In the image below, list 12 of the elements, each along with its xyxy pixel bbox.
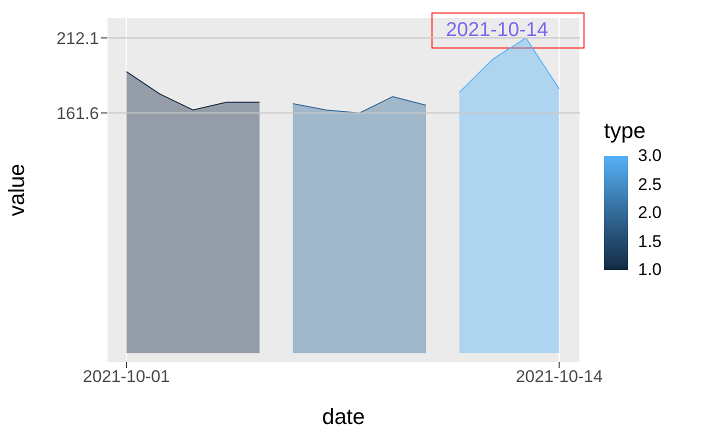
color-bar-label: 1.0 <box>638 260 662 280</box>
y-tick-label: 161.6 <box>56 104 99 123</box>
y-tick-label: 212.1 <box>56 28 99 48</box>
x-axis-title: date <box>322 404 365 429</box>
color-bar-title: type <box>604 118 646 144</box>
y-axis-title: value <box>4 164 29 216</box>
color-bar-label: 3.0 <box>638 146 662 166</box>
x-tick-label: 2021-10-01 <box>82 367 170 386</box>
color-bar-label: 1.5 <box>638 232 662 252</box>
annotation: 2021-10-14 <box>446 19 548 41</box>
color-bar-label: 2.0 <box>638 203 662 223</box>
color-bar-label: 2.5 <box>638 174 662 194</box>
